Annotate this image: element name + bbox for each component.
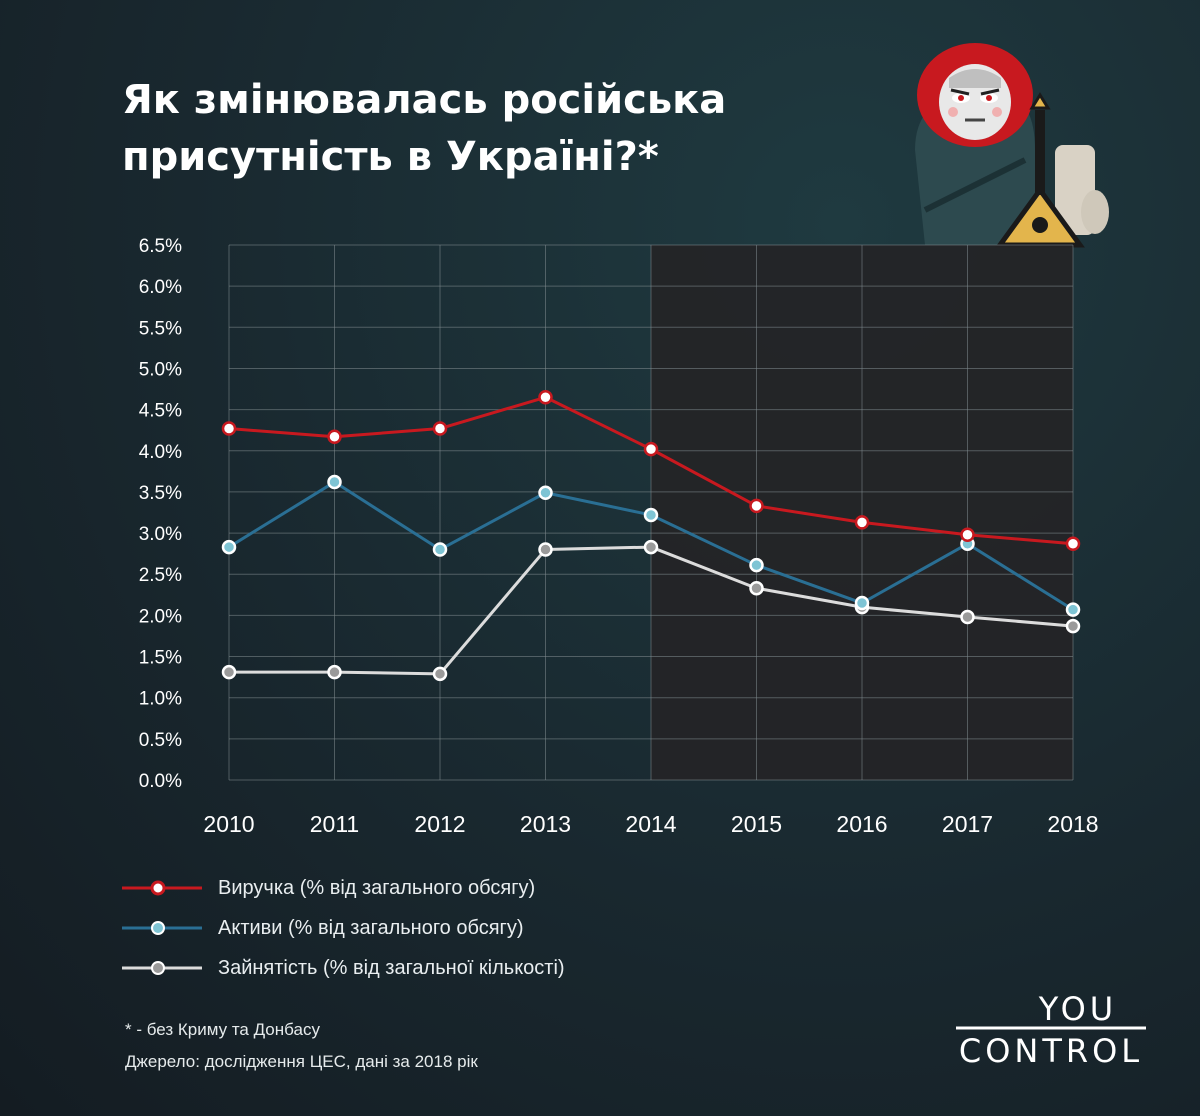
logo-line-2: CONTROL (959, 1032, 1143, 1066)
x-tick-label: 2012 (414, 811, 465, 837)
x-tick-label: 2015 (731, 811, 782, 837)
y-tick-label: 2.5% (139, 565, 182, 586)
y-tick-label: 2.0% (139, 606, 182, 627)
data-point (221, 421, 237, 436)
data-point (221, 664, 237, 680)
x-tick-label: 2017 (942, 811, 993, 837)
chart-legend: Виручка (% від загального обсягу) Активи… (120, 868, 565, 988)
data-point (854, 515, 870, 530)
data-point (538, 542, 553, 557)
source-text: Джерело: дослідження ЦЕС, дані за 2018 р… (125, 1052, 478, 1071)
data-point (643, 441, 659, 457)
data-point (327, 474, 342, 490)
y-tick-label: 3.0% (139, 524, 182, 545)
y-tick-label: 0.0% (139, 771, 182, 792)
data-point (432, 542, 448, 557)
legend-label-revenue: Виручка (% від загального обсягу) (218, 876, 536, 899)
data-point (538, 485, 553, 500)
title-line-2: присутність в Україні?* (122, 134, 659, 180)
data-point (221, 539, 237, 555)
legend-item-assets: Активи (% від загального обсягу) (120, 908, 565, 948)
y-tick-label: 1.5% (139, 648, 182, 669)
data-point (749, 580, 764, 596)
y-tick-label: 1.0% (139, 689, 182, 710)
legend-swatch-assets (120, 918, 204, 938)
legend-label-employment: Зайнятість (% від загальної кількості) (218, 956, 565, 979)
series-points (221, 390, 1081, 682)
x-tick-label: 2014 (625, 811, 676, 837)
line-chart: 0.0% 0.5% 1.0% 1.5% 2.0% 2.5% 3.0% 3.5% 4.0% 4.5%… (139, 236, 1098, 837)
x-tick-label: 2013 (520, 811, 571, 837)
footnotes: * - без Криму та Донбасу Джерело: дослід… (125, 1014, 478, 1078)
data-point (643, 539, 659, 555)
youcontrol-logo: YOU CONTROL (956, 990, 1146, 1066)
x-tick-label: 2010 (203, 811, 254, 837)
legend-label-assets: Активи (% від загального обсягу) (218, 916, 524, 939)
logo-line-1: YOU (1038, 990, 1117, 1028)
y-tick-label: 6.0% (139, 277, 182, 298)
data-point (432, 421, 448, 436)
data-point (643, 507, 659, 523)
y-tick-label: 4.5% (139, 401, 182, 422)
x-axis-ticks: 2010 2011 2012 2013 2014 2015 2016 2017 2018 (203, 811, 1098, 837)
y-tick-label: 3.5% (139, 483, 182, 504)
data-point (327, 664, 342, 680)
y-tick-label: 4.0% (139, 442, 182, 463)
legend-item-employment: Зайнятість (% від загальної кількості) (120, 948, 565, 988)
x-tick-label: 2016 (836, 811, 887, 837)
y-axis-ticks: 0.0% 0.5% 1.0% 1.5% 2.0% 2.5% 3.0% 3.5% 4.0% 4.5%… (139, 236, 182, 792)
y-tick-label: 0.5% (139, 730, 182, 751)
chart-grid (228, 244, 1074, 781)
x-tick-label: 2011 (310, 811, 359, 837)
legend-swatch-revenue (120, 878, 204, 898)
y-tick-label: 5.0% (139, 359, 182, 380)
y-tick-label: 6.5% (139, 236, 182, 257)
data-point (1065, 602, 1081, 617)
matryoshka-illustration (915, 43, 1109, 248)
legend-swatch-employment (120, 958, 204, 978)
data-point (960, 609, 975, 625)
data-point (1065, 536, 1081, 552)
y-tick-label: 5.5% (139, 318, 182, 339)
footnote-text: * - без Криму та Донбасу (125, 1020, 320, 1039)
data-point (432, 666, 448, 682)
data-point (854, 595, 870, 611)
title-line-1: Як змінювалась російська (122, 77, 727, 123)
data-point (1065, 618, 1081, 634)
data-point (960, 527, 975, 542)
data-point (749, 498, 764, 514)
chart-title: Як змінювалась російська присутність в У… (122, 72, 842, 186)
data-point (749, 557, 764, 573)
data-point (327, 429, 342, 445)
x-tick-label: 2018 (1047, 811, 1098, 837)
legend-item-revenue: Виручка (% від загального обсягу) (120, 868, 565, 908)
data-point (538, 390, 553, 405)
